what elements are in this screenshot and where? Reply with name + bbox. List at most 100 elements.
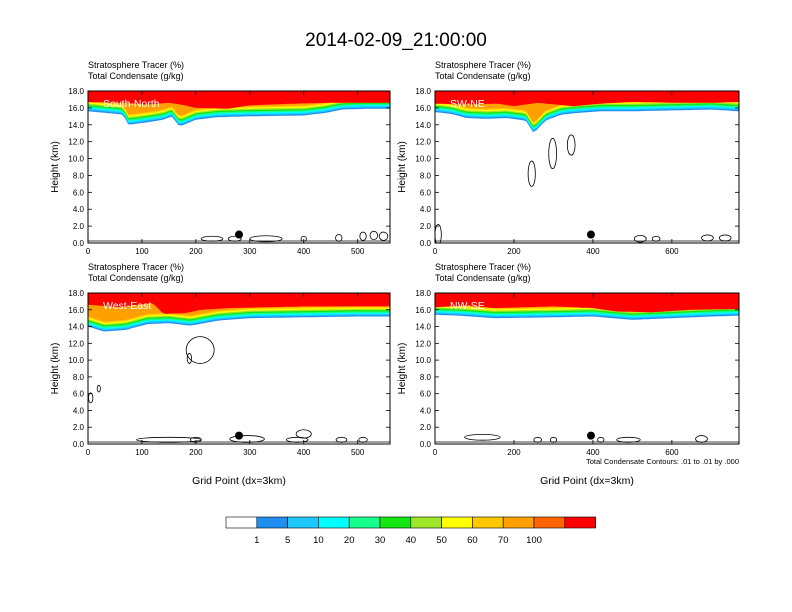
condensate-contour [378,231,389,241]
tracer-band-max [88,91,390,109]
condensate-contour [718,234,732,242]
x-tick-label: 500 [351,448,365,457]
field-label-condensate: Total Condensate (g/kg) [435,71,531,81]
condensate-contour [597,436,605,443]
panel-plot-area [88,91,390,243]
location-marker [235,431,243,440]
panel-label: South-North [103,98,160,110]
y-tick-label: 8.0 [420,171,432,180]
colorbar-label: 50 [436,535,447,546]
x-tick-label: 0 [86,448,91,457]
panel-plot-area [435,293,739,443]
y-tick-label: 2.0 [420,423,432,432]
location-marker [586,431,595,440]
condensate-contour [695,435,708,443]
x-tick-label: 600 [665,247,679,256]
panel-label: West-East [103,300,151,312]
panel-south-north: South-North Stratosphere Tracer (%)Total … [50,60,391,256]
field-label-condensate: Total Condensate (g/kg) [88,71,184,81]
condensate-contour [464,433,501,441]
field-label-tracer: Stratosphere Tracer (%) [88,262,184,272]
condensate-contour [616,436,641,443]
panel-sw-ne: SW-NE Stratosphere Tracer (%)Total Conden… [397,60,740,256]
colorbar-swatch [502,516,535,529]
y-tick-label: 14.0 [415,121,431,130]
y-axis-label: Height (km) [50,343,61,395]
colorbar-swatch [564,516,596,529]
colorbar-swatch [256,516,288,529]
condensate-contour [533,436,542,443]
panel-plot-area [88,293,390,443]
x-tick-label: 500 [351,247,365,256]
field-label-tracer: Stratosphere Tracer (%) [435,262,531,272]
colorbar-swatch [287,516,319,529]
y-tick-label: 16.0 [415,306,431,315]
y-tick-label: 8.0 [73,373,85,382]
colorbar-swatch [441,516,473,529]
field-label-tracer: Stratosphere Tracer (%) [88,60,184,70]
y-tick-label: 10.0 [68,155,84,164]
x-tick-label: 300 [243,247,257,256]
panel-west-east: West-East Stratosphere Tracer (%)Total Co… [50,262,391,487]
y-tick-label: 10.0 [415,155,431,164]
condensate-contour [335,234,343,242]
y-tick-label: 14.0 [68,323,84,332]
location-marker [235,230,243,239]
location-marker [586,230,595,239]
colorbar-swatch [225,516,258,529]
panel-frame [87,292,391,445]
y-tick-label: 10.0 [415,356,431,365]
y-axis-label: Height (km) [397,141,408,193]
page-title: 2014-02-09_21:00:00 [305,30,487,51]
y-tick-label: 0.0 [73,239,85,248]
y-tick-label: 0.0 [420,440,432,449]
x-axis-label: Grid Point (dx=3km) [540,475,634,487]
field-label-condensate: Total Condensate (g/kg) [88,273,184,283]
x-tick-label: 400 [297,247,311,256]
colorbar-label: 20 [344,535,355,546]
colorbar-label: 70 [498,535,509,546]
condensate-contour [633,234,647,243]
y-axis-label: Height (km) [397,343,408,395]
colorbar-label: 40 [406,535,417,546]
x-tick-label: 200 [507,448,521,457]
y-tick-label: 18.0 [415,87,431,96]
x-tick-label: 0 [433,247,438,256]
y-tick-label: 0.0 [73,440,85,449]
colorbar-swatch [348,516,381,529]
y-tick-label: 18.0 [68,87,84,96]
y-tick-label: 12.0 [415,138,431,147]
y-tick-label: 6.0 [73,188,85,197]
y-tick-label: 16.0 [68,104,84,113]
field-label-condensate: Total Condensate (g/kg) [435,273,531,283]
x-tick-label: 400 [586,247,600,256]
condensate-contour [435,224,442,243]
y-tick-label: 4.0 [73,205,85,214]
x-tick-label: 200 [189,247,203,256]
y-tick-label: 12.0 [68,339,84,348]
x-tick-label: 0 [433,448,438,457]
y-tick-label: 4.0 [420,205,432,214]
condensate-contour [286,436,309,443]
y-tick-label: 2.0 [73,423,85,432]
condensate-contour [88,392,94,404]
condensate-contour [200,235,224,242]
x-tick-label: 600 [665,448,679,457]
condensate-contour [335,436,348,443]
condensate-contour [249,235,283,243]
condensate-contour [186,353,192,364]
condensate-contour [358,436,368,443]
y-tick-label: 14.0 [415,323,431,332]
condensate-contour [295,429,312,439]
condensate-contour [185,336,215,364]
y-tick-label: 2.0 [420,222,432,231]
condensate-contour [651,235,661,242]
colorbar-swatch [379,516,412,529]
y-tick-label: 14.0 [68,121,84,130]
x-tick-label: 100 [135,247,149,256]
y-tick-label: 6.0 [420,188,432,197]
colorbar-swatch [410,516,442,529]
y-axis-label: Height (km) [50,141,61,193]
panel-frame [434,90,740,244]
